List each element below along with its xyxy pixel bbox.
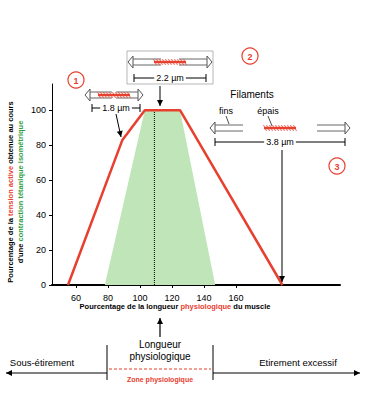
svg-text:Zone physiologique: Zone physiologique [127, 376, 193, 384]
svg-text:d'une: d'une [16, 242, 25, 264]
svg-text:contraction tétanique isométri: contraction tétanique isométrique [16, 121, 25, 242]
svg-text:60: 60 [71, 292, 81, 303]
svg-text:Longueur: Longueur [139, 339, 182, 350]
svg-text:physiologique: physiologique [180, 302, 231, 311]
svg-text:fins: fins [219, 106, 234, 116]
svg-text:100: 100 [132, 292, 148, 303]
svg-text:Filaments: Filaments [230, 89, 273, 100]
svg-text:100: 100 [31, 105, 46, 115]
svg-text:40: 40 [36, 210, 46, 220]
svg-text:140: 140 [196, 292, 212, 303]
svg-text:Sous-étirement: Sous-étirement [10, 357, 75, 368]
svg-text:tension active: tension active [6, 166, 15, 216]
svg-text:2: 2 [247, 52, 252, 62]
svg-text:80: 80 [103, 292, 113, 303]
svg-text:Pourcentage de la longueur: Pourcentage de la longueur [80, 302, 181, 311]
svg-text:Etirement excessif: Etirement excessif [259, 357, 337, 368]
svg-text:80: 80 [36, 140, 46, 150]
svg-text:3.8 µm: 3.8 µm [266, 137, 294, 147]
svg-text:Pourcentage de la: Pourcentage de la [6, 216, 15, 283]
svg-text:1.8 µm: 1.8 µm [102, 103, 130, 113]
svg-text:3: 3 [334, 162, 339, 172]
svg-text:120: 120 [164, 292, 180, 303]
svg-text:60: 60 [36, 175, 46, 185]
svg-text:160: 160 [228, 292, 244, 303]
svg-text:1: 1 [73, 76, 78, 86]
svg-text:20: 20 [36, 245, 46, 255]
svg-text:2.2 µm: 2.2 µm [156, 73, 184, 83]
svg-text:physiologique: physiologique [129, 351, 191, 362]
svg-text:du muscle: du muscle [231, 302, 270, 311]
svg-text:0: 0 [41, 280, 46, 290]
svg-text:épais: épais [257, 106, 279, 116]
svg-text:obtenue au cours: obtenue au cours [6, 101, 15, 166]
